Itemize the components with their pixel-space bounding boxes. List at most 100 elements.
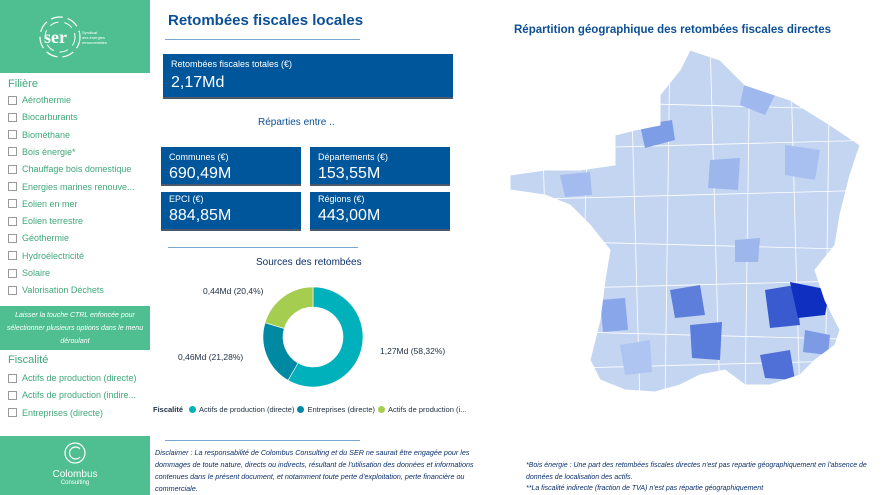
filter-option[interactable]: Bois énergie* [8,145,76,159]
legend-item[interactable]: Actifs de production (i... [388,405,467,414]
map-notes: *Bois énergie : Une part des retombées f… [526,460,881,495]
filter-sidebar: ser Syndicat des énergies renouvelables … [0,0,150,495]
filter-option[interactable]: Energies marines renouve... [8,180,135,194]
kpi-total: Retombées fiscales totales (€) 2,17Md [163,54,453,99]
page-title: Retombées fiscales locales [168,12,364,29]
kpi-value: 690,49M [169,165,232,182]
svg-text:ser: ser [44,27,67,47]
donut-slice[interactable] [262,322,299,381]
legend-item[interactable]: Actifs de production (directe) [199,405,295,414]
filter-option[interactable]: Biocarburants [8,110,78,124]
kpi-value: 884,85M [169,207,232,224]
kpi-value: 153,55M [318,165,381,182]
filter-option-label: Valorisation Déchets [22,285,104,296]
filter-option[interactable]: Actifs de production (directe) [8,371,137,385]
filter-option-label: Chauffage bois domestique [22,164,132,175]
colombus-name: Colombus [52,469,98,480]
checkbox[interactable] [8,164,17,174]
filter-option-label: Eolien en mer [22,198,78,209]
checkbox[interactable] [8,112,17,122]
svg-text:renouvelables: renouvelables [82,40,107,45]
chart-divider [168,247,358,248]
filter-option-label: Actifs de production (indire... [22,390,137,401]
ser-logo: ser Syndicat des énergies renouvelables [0,0,150,73]
checkbox[interactable] [8,199,17,209]
kpi-value: 443,00M [318,207,381,224]
kpi-value: 2,17Md [171,74,225,91]
filter-option[interactable]: Entreprises (directe) [8,406,103,420]
filter-option[interactable]: Eolien terrestre [8,214,83,228]
kpi-regions: Régions (€) 443,00M [310,192,450,231]
legend-title: Fiscalité [153,405,184,414]
disclaimer-divider [165,440,360,441]
chart-title: Sources des retombées [256,257,362,268]
department-shading [560,80,830,380]
svg-text:Syndicat: Syndicat [82,30,98,35]
colombus-logo: Colombus Consulting [0,436,150,495]
checkbox[interactable] [8,268,17,278]
filter-option-label: Entreprises (directe) [22,407,104,418]
slice-label-entreprises: 0,46Md (21,28%) [178,352,244,362]
title-divider [165,39,360,40]
slice-label-actifs-indirecte: 0,44Md (20,4%) [203,286,264,296]
filter-option-label: Eolien terrestre [22,216,84,227]
kpi-epci: EPCI (€) 884,85M [161,192,301,231]
kpi-label: Régions (€) [318,194,365,204]
svg-text:des énergies: des énergies [82,35,105,40]
ctrl-hint: Laisser la touche CTRL enfoncée pour sél… [0,306,150,350]
fiscalite-title: Fiscalité [8,354,49,366]
kpi-label: Retombées fiscales totales (€) [171,59,293,69]
kpi-label: Départements (€) [318,152,389,162]
checkbox[interactable] [8,182,17,191]
kpi-departements: Départements (€) 153,55M [310,147,450,186]
filter-option-label: Energies marines renouve... [22,181,135,192]
checkbox[interactable] [8,251,17,261]
slice-label-actifs-directe: 1,27Md (58,32%) [380,346,446,356]
note-fiscalite-indirecte: **La fiscalité indirecte (fraction de TV… [526,485,764,492]
filter-option[interactable]: Chauffage bois domestique [8,162,131,176]
filter-option[interactable]: Hydroélectricité [8,249,84,263]
disclaimer: Disclaimer : La responsabilité de Colomb… [155,448,474,493]
legend-dot [189,406,197,413]
colombus-logo-icon [64,442,86,464]
checkbox[interactable] [8,233,17,243]
filter-option[interactable]: Actifs de production (indire... [8,388,136,402]
filter-option-label: Actifs de production (directe) [22,373,137,383]
legend-dot [378,406,386,413]
note-bois-energie: *Bois énergie : Une part des retombées f… [526,462,867,481]
checkbox[interactable] [8,285,17,295]
checkbox[interactable] [8,95,17,105]
filter-option-label: Hydroélectricité [22,250,85,261]
checkbox[interactable] [8,390,17,400]
france-map[interactable] [500,40,880,405]
filiere-title: Filière [8,78,38,90]
legend-dot [297,406,305,413]
split-title: Réparties entre .. [258,117,335,128]
chart-legend: Fiscalité Actifs de production (directe)… [153,405,466,414]
checkbox[interactable] [8,130,17,140]
kpi-label: Communes (€) [169,152,229,162]
filter-option-label: Solaire [22,268,51,278]
filter-option-label: Géothermie [22,233,70,244]
filter-option[interactable]: Aérothermie [8,93,71,107]
kpi-label: EPCI (€) [169,194,204,204]
filter-option[interactable]: Biométhane [8,128,70,142]
filter-option[interactable]: Eolien en mer [8,197,78,211]
donut-slice[interactable] [264,286,314,329]
map-title: Répartition géographique des retombées f… [514,24,831,36]
filter-option-label: Bois énergie* [22,146,76,157]
donut-slice[interactable] [287,286,364,388]
filter-option[interactable]: Valorisation Déchets [8,283,104,297]
checkbox[interactable] [8,408,17,418]
donut-chart [262,286,364,388]
filter-option[interactable]: Géothermie [8,231,69,245]
checkbox[interactable] [8,216,17,226]
filter-option-label: Biocarburants [22,112,78,123]
legend-item[interactable]: Entreprises (directe) [307,405,376,414]
filter-option-label: Aérothermie [22,95,72,105]
colombus-sub: Consulting [60,480,90,486]
kpi-communes: Communes (€) 690,49M [161,147,301,186]
checkbox[interactable] [8,147,17,157]
checkbox[interactable] [8,373,17,383]
filter-option[interactable]: Solaire [8,266,50,280]
